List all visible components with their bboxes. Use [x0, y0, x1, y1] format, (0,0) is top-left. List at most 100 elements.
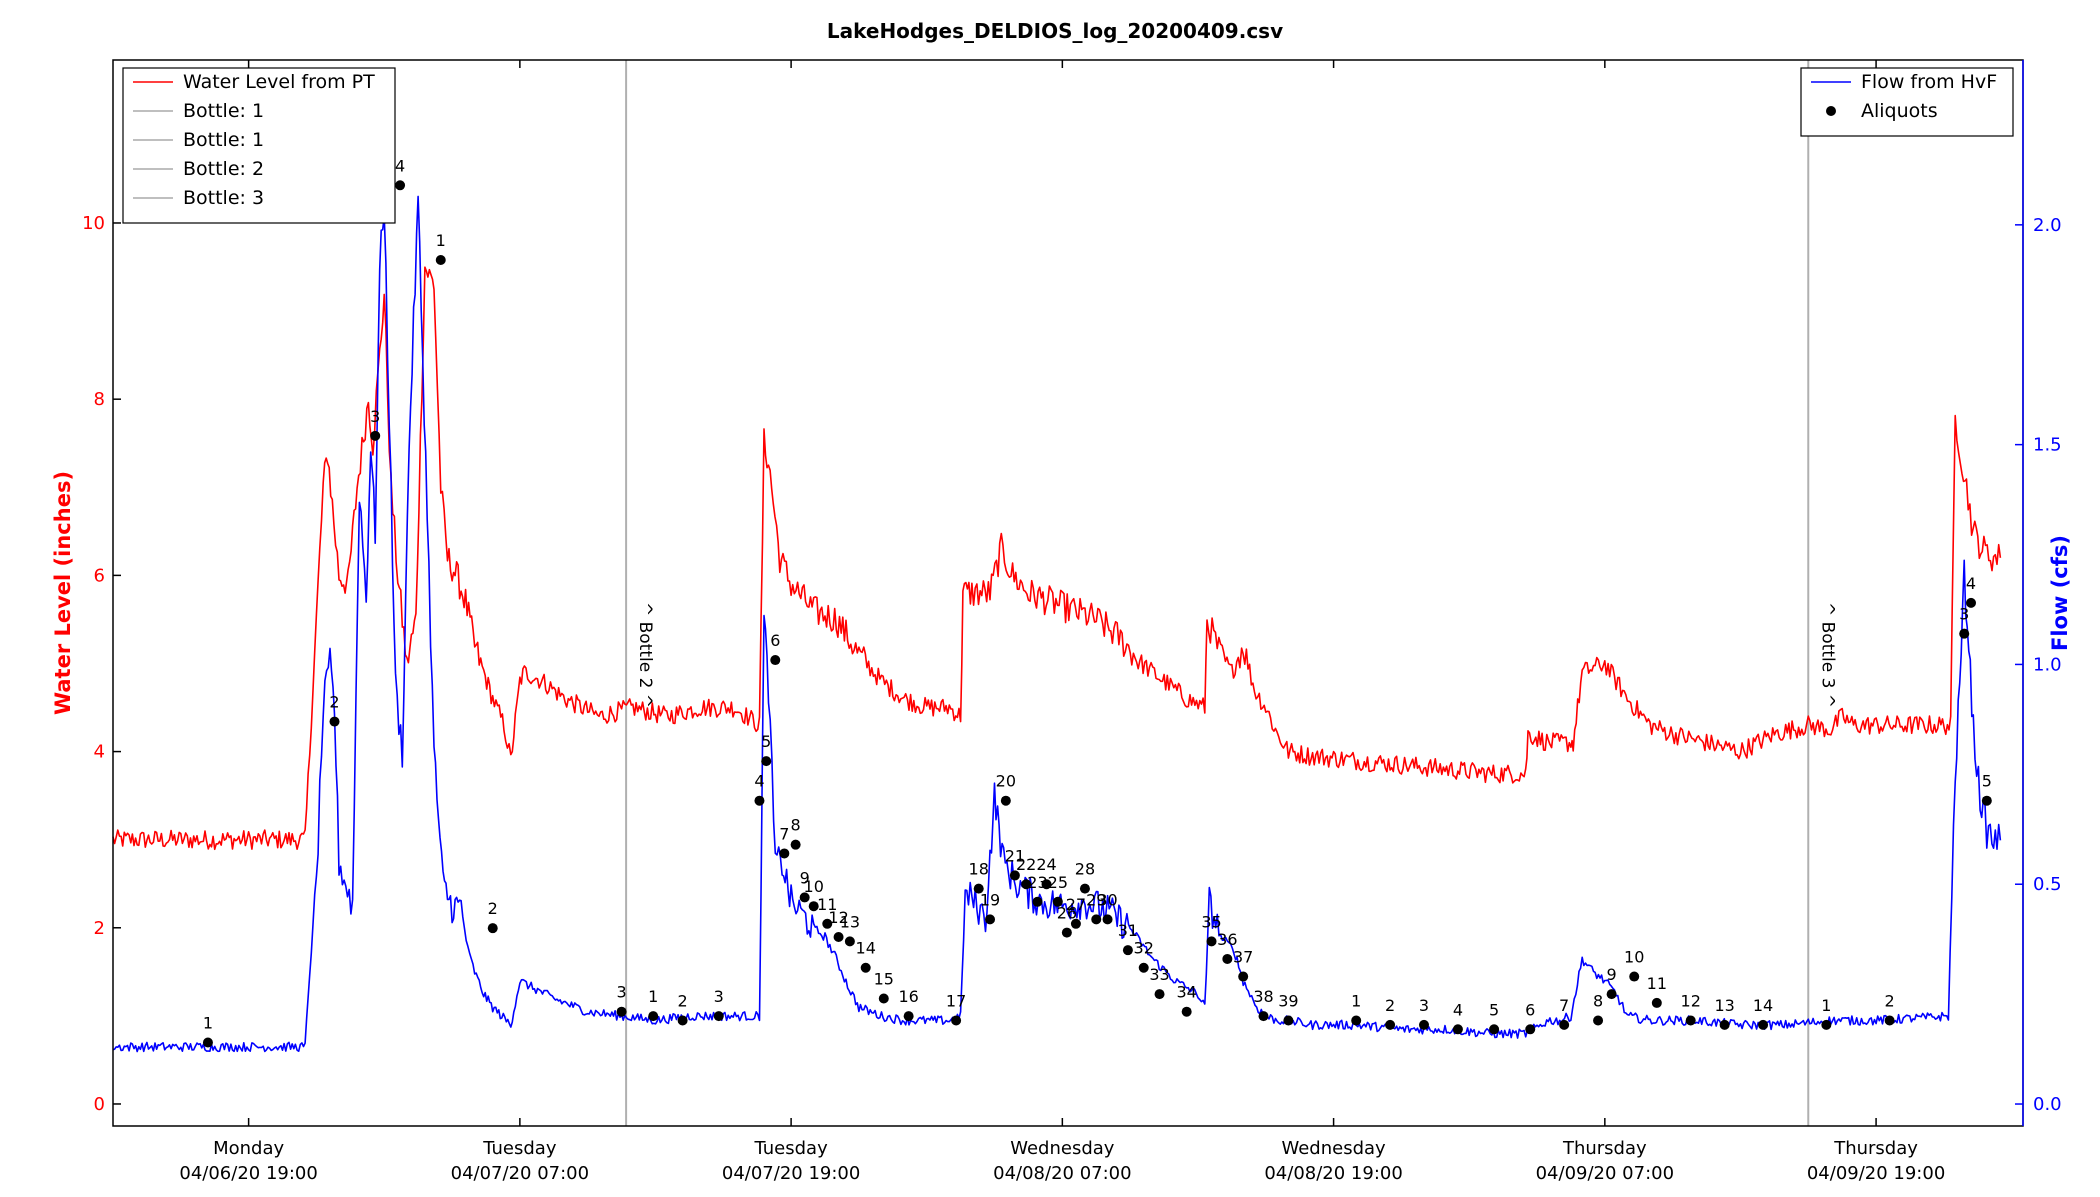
aliquot-label: 3 [1959, 605, 1969, 624]
legend-right-box [1800, 67, 2014, 137]
aliquot-label: 2 [1885, 991, 1895, 1010]
x-tick-day: Tuesday [753, 1138, 828, 1159]
aliquot-label: 1 [436, 231, 446, 250]
aliquot-label: 37 [1233, 948, 1253, 967]
aliquot-point [1593, 1015, 1604, 1026]
aliquot-point [1079, 883, 1090, 894]
aliquot-label: 9 [1607, 965, 1617, 984]
aliquot-point [370, 430, 381, 441]
aliquot-point [1238, 971, 1249, 982]
legend-left-label: Bottle: 1 [183, 100, 264, 122]
aliquot-label: 5 [761, 732, 771, 751]
aliquot-point [1021, 879, 1032, 890]
aliquot-label: 39 [1278, 991, 1298, 1010]
aliquot-label: 2 [1385, 996, 1395, 1015]
aliquot-point [973, 883, 984, 894]
legend-right-label: Aliquots [1861, 100, 1938, 122]
aliquot-label: 2 [678, 991, 688, 1010]
aliquot-label: 14 [1753, 996, 1773, 1015]
aliquot-label: 3 [370, 407, 380, 426]
aliquot-label: 1 [648, 987, 658, 1006]
aliquot-label: 17 [946, 991, 966, 1010]
x-tick-date: 04/08/20 07:00 [993, 1163, 1131, 1184]
aliquot-point [860, 962, 871, 973]
aliquot-point [808, 901, 819, 912]
aliquot-point [1884, 1015, 1895, 1026]
legend-left-label: Bottle: 2 [183, 158, 264, 180]
aliquot-point [1981, 795, 1992, 806]
x-tick-day: Thursday [1833, 1138, 1918, 1159]
aliquot-point [1061, 927, 1072, 938]
aliquot-point [1070, 918, 1081, 929]
aliquot-label: 6 [1525, 1000, 1535, 1019]
aliquot-point [1821, 1019, 1832, 1030]
x-tick-date: 04/07/20 19:00 [722, 1163, 860, 1184]
aliquot-label: 4 [395, 156, 405, 175]
aliquot-label: 11 [1647, 974, 1667, 993]
y-left-tick-label: 0 [94, 1094, 105, 1115]
aliquot-label: 2 [329, 693, 339, 712]
aliquot-point [648, 1011, 659, 1022]
aliquot-label: 1 [203, 1013, 213, 1032]
plot-frame [112, 59, 2024, 1127]
aliquot-label: 14 [856, 939, 876, 958]
aliquot-label: 34 [1176, 983, 1196, 1002]
aliquot-point [487, 923, 498, 934]
aliquot-label: 8 [791, 816, 801, 835]
y-right-tick-label: 2.0 [2033, 215, 2062, 236]
aliquot-label: 2 [488, 899, 498, 918]
aliquot-label: 32 [1134, 939, 1154, 958]
aliquot-point [202, 1037, 213, 1048]
aliquot-label: 3 [714, 987, 724, 1006]
aliquot-label: 28 [1075, 860, 1095, 879]
aliquot-label: 4 [754, 772, 764, 791]
aliquot-point [1525, 1024, 1536, 1035]
y-left-tick-label: 10 [82, 213, 105, 234]
aliquot-label: 9 [800, 868, 810, 887]
aliquot-point [1138, 962, 1149, 973]
bottle-label: ^ Bottle 2 ^ [635, 602, 655, 708]
aliquot-point [435, 255, 446, 266]
series-layer [112, 195, 2002, 1053]
aliquot-point [951, 1015, 962, 1026]
aliquot-point [822, 918, 833, 929]
aliquot-label: 6 [770, 631, 780, 650]
y-left-tick-label: 4 [94, 742, 105, 763]
x-tick-day: Monday [213, 1138, 284, 1159]
chart-title: LakeHodges_DELDIOS_log_20200409.csv [827, 19, 1283, 43]
y-axis-left: 0 2 4 6 8 10 [82, 213, 121, 1115]
aliquot-point [1258, 1011, 1269, 1022]
y-left-tick-label: 6 [94, 565, 105, 586]
aliquot-label: 29 [1086, 890, 1106, 909]
aliquot-point [1154, 989, 1165, 1000]
legend-left-box [122, 67, 396, 224]
aliquot-label: 33 [1149, 965, 1169, 984]
y-left-tick-label: 8 [94, 389, 105, 410]
x-tick-date: 04/08/20 19:00 [1264, 1163, 1402, 1184]
aliquot-point [1758, 1019, 1769, 1030]
aliquot-label: 13 [1714, 996, 1734, 1015]
aliquot-label: 38 [1253, 987, 1273, 1006]
aliquot-label: 30 [1097, 890, 1117, 909]
aliquot-point [761, 756, 772, 767]
aliquot-point [1041, 879, 1052, 890]
legend-right-label: Flow from HvF [1861, 71, 1997, 93]
aliquot-point [1651, 997, 1662, 1008]
aliquot-point [770, 655, 781, 666]
aliquot-point [1283, 1015, 1294, 1026]
aliquot-point [878, 993, 889, 1004]
aliquot-label: 10 [1624, 948, 1644, 967]
aliquot-point [833, 931, 844, 942]
aliquot-point [1606, 989, 1617, 1000]
aliquot-label: 5 [1982, 772, 1992, 791]
aliquot-point [844, 936, 855, 947]
aliquot-label: 11 [817, 895, 837, 914]
aliquot-point [1222, 953, 1233, 964]
aliquot-label: 1 [1821, 996, 1831, 1015]
aliquot-label: 1 [1351, 991, 1361, 1010]
aliquot-label: 3 [616, 983, 626, 1002]
legend-right-marker [1826, 106, 1836, 116]
aliquot-point [1102, 914, 1113, 925]
legend-left: Water Level from PT Bottle: 1 Bottle: 1 Bot… [122, 67, 396, 224]
